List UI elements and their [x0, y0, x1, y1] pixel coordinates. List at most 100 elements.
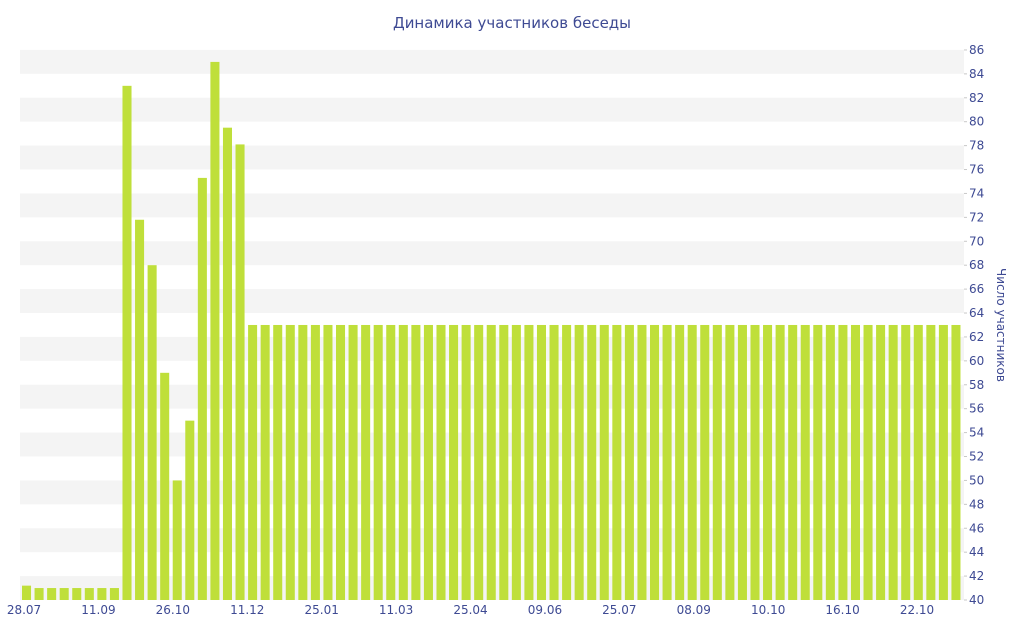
x-tick-label: 25.01: [304, 603, 338, 617]
x-tick-label: 28.07: [7, 603, 41, 617]
y-tick-label: 60: [969, 354, 984, 368]
bar: [863, 324, 873, 600]
y-tick-label: 82: [969, 91, 984, 105]
x-tick-label: 11.09: [81, 603, 115, 617]
bar: [436, 324, 446, 600]
x-axis-ticks: 28.07 11.09 26.10 11.12 25.01 11.03 25.04 09.06…: [7, 603, 934, 617]
chart-title: Динамика участников беседы: [393, 14, 631, 32]
grid-band: [20, 49, 964, 74]
x-tick-label: 22.10: [900, 603, 934, 617]
grid-band: [20, 145, 964, 170]
bar: [423, 324, 433, 600]
bar: [449, 324, 459, 600]
bar: [737, 324, 747, 600]
bar: [210, 61, 220, 601]
bar: [813, 324, 823, 600]
y-tick-label: 86: [969, 43, 984, 57]
bar: [197, 177, 207, 600]
bar: [637, 324, 647, 600]
bar: [549, 324, 559, 600]
bar: [750, 324, 760, 600]
y-tick-label: 52: [969, 450, 984, 464]
bar: [825, 324, 835, 600]
bar: [511, 324, 521, 600]
bar: [788, 324, 798, 600]
y-tick-label: 70: [969, 234, 984, 248]
bar: [461, 324, 471, 600]
bar: [323, 324, 333, 600]
bar: [298, 324, 308, 600]
bar: [612, 324, 622, 600]
x-tick-label: 08.09: [677, 603, 711, 617]
x-tick-label: 09.06: [528, 603, 562, 617]
bar: [185, 420, 195, 600]
y-tick-label: 66: [969, 282, 984, 296]
bar: [763, 324, 773, 600]
y-tick-label: 50: [969, 473, 984, 487]
x-tick-label: 11.12: [230, 603, 264, 617]
bar: [574, 324, 584, 600]
bar: [147, 265, 157, 600]
bar: [850, 324, 860, 600]
bar: [373, 324, 383, 600]
bar: [47, 588, 57, 600]
bar: [499, 324, 509, 600]
bar: [913, 324, 923, 600]
y-tick-label: 40: [969, 593, 984, 607]
x-tick-label: 25.07: [602, 603, 636, 617]
bar: [235, 144, 245, 601]
bar: [926, 324, 936, 600]
bar: [800, 324, 810, 600]
bar: [59, 588, 69, 600]
bar: [775, 324, 785, 600]
bar: [248, 324, 258, 600]
grid-band: [20, 193, 964, 218]
bar: [109, 588, 119, 600]
y-tick-label: 56: [969, 402, 984, 416]
y-tick-label: 48: [969, 497, 984, 511]
bar: [348, 324, 358, 600]
bar: [336, 324, 346, 600]
bar: [725, 324, 735, 600]
bar: [474, 324, 484, 600]
bar: [562, 324, 572, 600]
y-tick-label: 46: [969, 521, 984, 535]
y-tick-label: 80: [969, 115, 984, 129]
bar: [172, 480, 182, 600]
bar: [624, 324, 634, 600]
bar: [486, 324, 496, 600]
bar: [901, 324, 911, 600]
y-tick-label: 68: [969, 258, 984, 272]
grid-band: [20, 241, 964, 266]
grid-band: [20, 289, 964, 314]
x-tick-label: 10.10: [751, 603, 785, 617]
bar: [411, 324, 421, 600]
bar: [160, 372, 170, 600]
y-tick-label: 64: [969, 306, 984, 320]
bar: [587, 324, 597, 600]
bar: [310, 324, 320, 600]
y-tick-label: 78: [969, 139, 984, 153]
bar: [951, 324, 961, 600]
bar: [34, 588, 44, 600]
bar: [260, 324, 270, 600]
y-tick-label: 76: [969, 163, 984, 177]
y-tick-label: 72: [969, 210, 984, 224]
y-tick-label: 62: [969, 330, 984, 344]
bar: [22, 585, 32, 600]
x-tick-label: 25.04: [453, 603, 487, 617]
bar: [97, 588, 107, 600]
x-tick-label: 16.10: [825, 603, 859, 617]
y-tick-label: 44: [969, 545, 984, 559]
bar: [386, 324, 396, 600]
y-tick-label: 58: [969, 378, 984, 392]
bar: [687, 324, 697, 600]
bar: [838, 324, 848, 600]
bars: [22, 61, 961, 601]
y-axis-label: Число участников: [994, 268, 1008, 382]
bar: [122, 85, 132, 600]
bar: [72, 588, 82, 600]
y-tick-label: 42: [969, 569, 984, 583]
